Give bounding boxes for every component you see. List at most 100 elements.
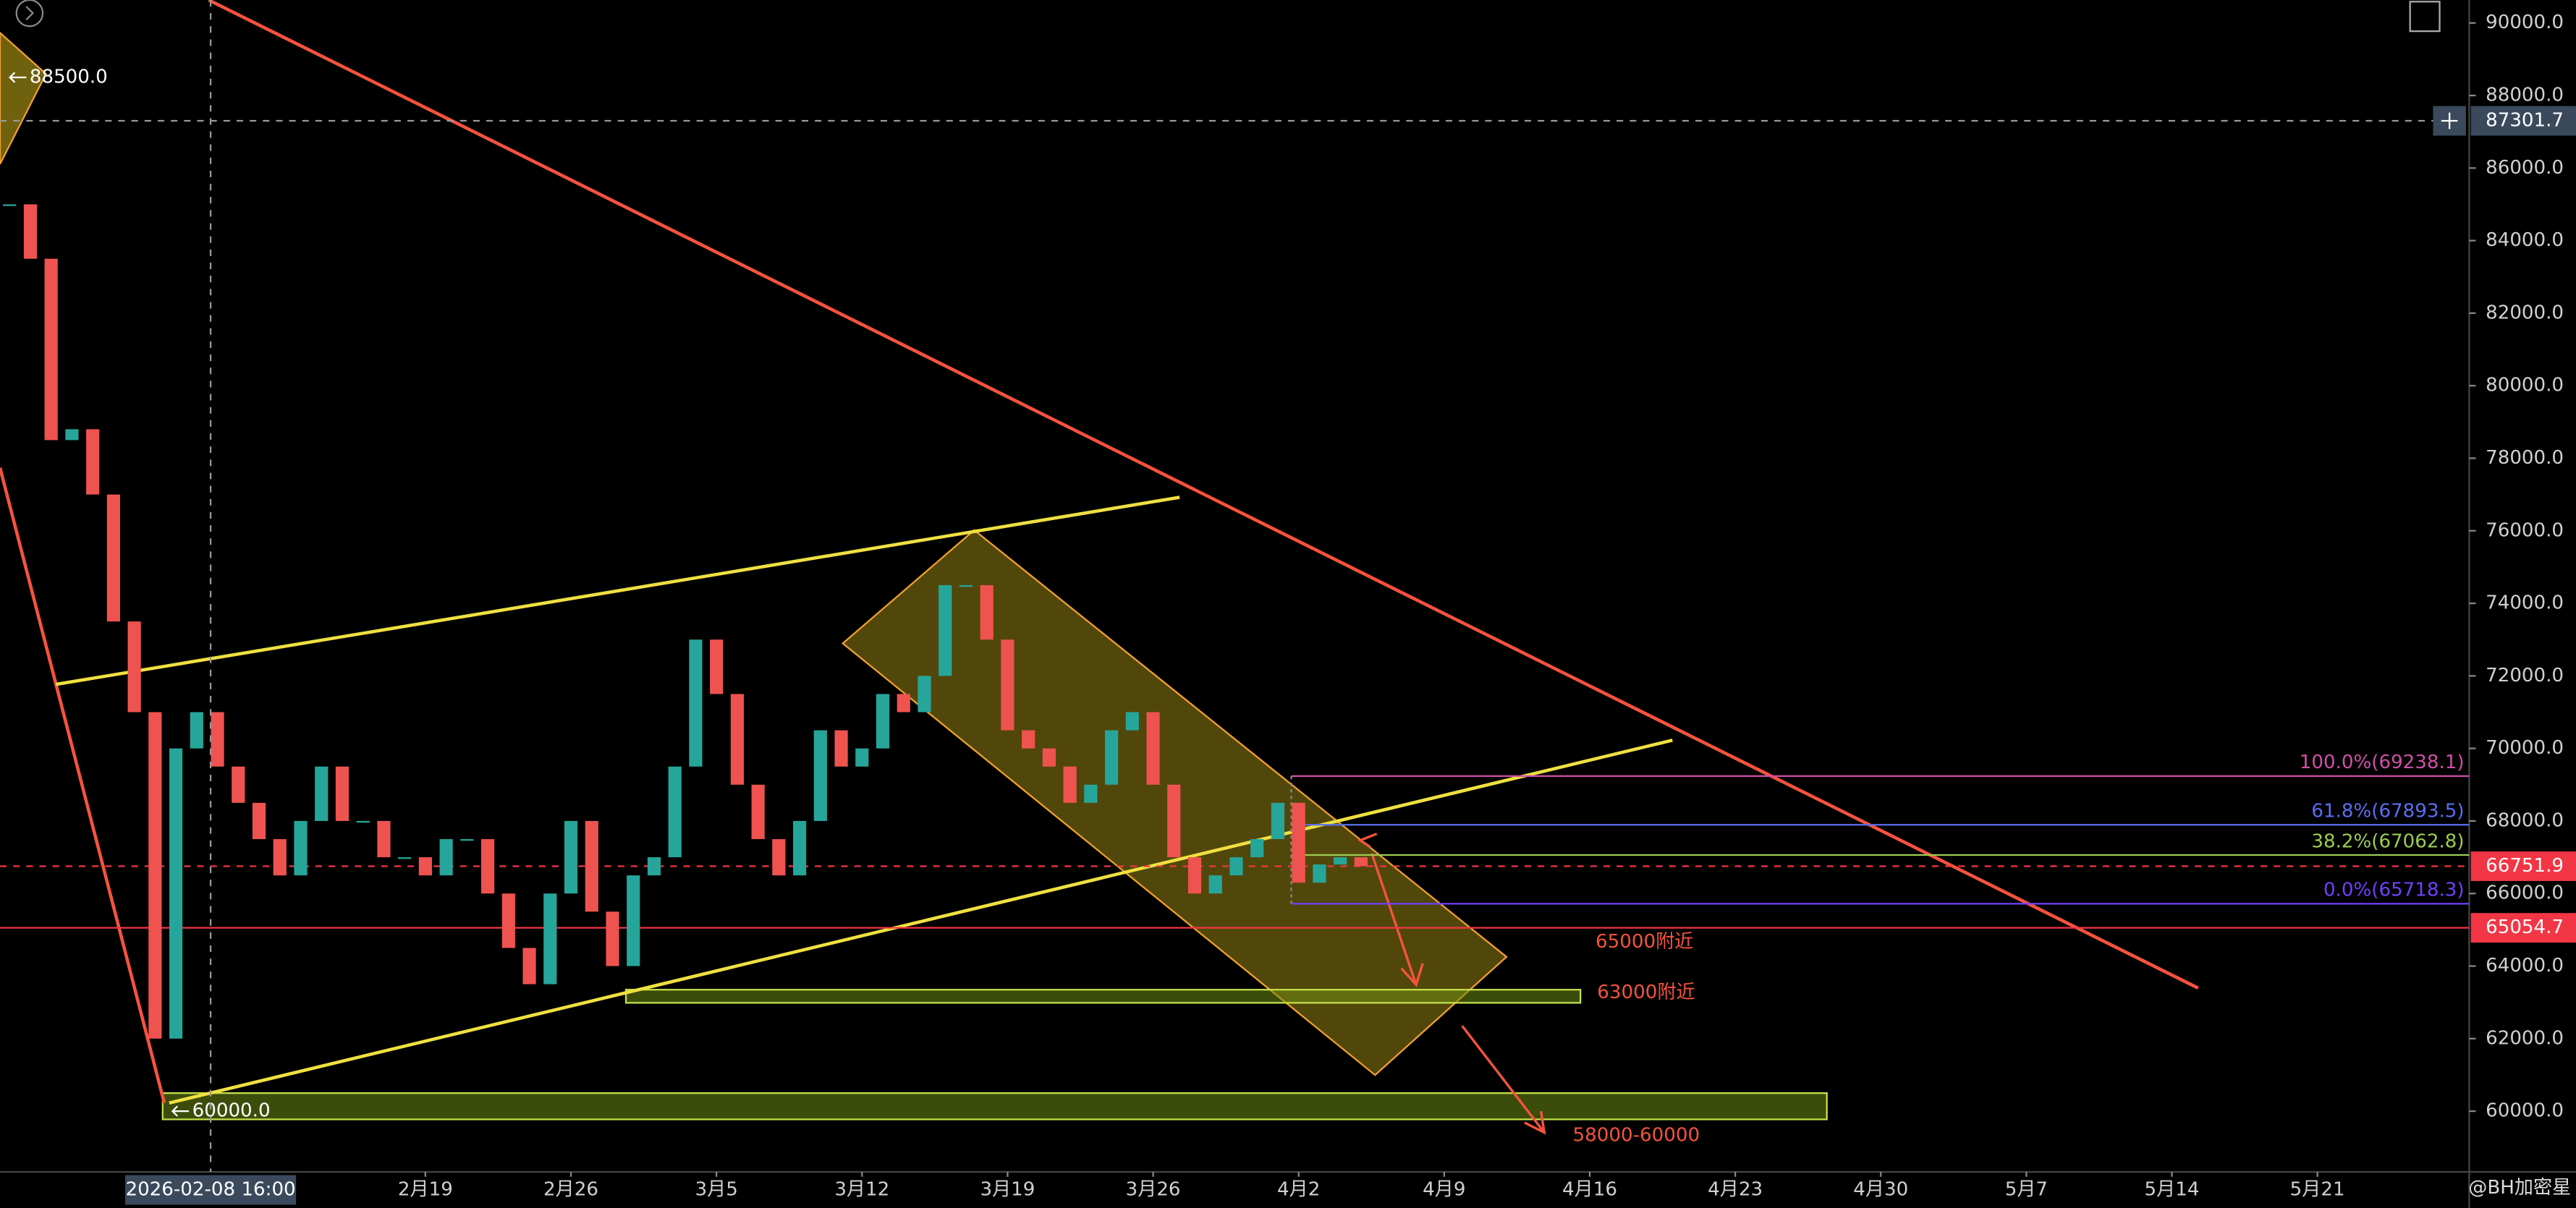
candle [522,948,536,984]
y-tick-label: 84000.0 [2486,229,2564,251]
crosshair-y-tag [2470,106,2576,136]
x-tick-label: 5月7 [2005,1179,2048,1201]
watermark: @BH加密星 [2468,1177,2571,1199]
candle [710,639,724,694]
y-tick-label: 68000.0 [2486,809,2564,831]
price-axis [2469,0,2576,1208]
candle [23,204,38,259]
arrow [1370,853,1424,987]
candle [232,766,245,803]
price-tag-label: 65054.7 [2486,916,2564,938]
crosshair-x-label: 2026-02-08 16:00 [125,1179,295,1201]
candle [1229,857,1243,876]
price-tag-label: 66751.9 [2486,855,2564,877]
y-tick-label: 82000.0 [2486,302,2564,323]
zone-label: 63000附近 [1597,982,1695,1003]
candle [1167,784,1181,858]
candle [1146,712,1160,785]
x-tick-label: 4月16 [1562,1179,1617,1201]
arrow [1357,833,1378,848]
candle [1042,748,1056,767]
candle [918,676,931,713]
marker-label: 60000.0 [192,1100,271,1122]
y-tick-label: 74000.0 [2486,592,2564,614]
zone-box [624,989,1582,1004]
x-tick-label: 3月5 [695,1179,737,1201]
candle [939,585,952,676]
add-icon [2441,112,2458,129]
candle [86,429,100,495]
price-tag [2470,851,2576,881]
marker-arrow [171,1105,190,1117]
x-tick-label: 5月21 [2290,1179,2345,1201]
time-axis [0,1172,2576,1208]
drawing-shape [0,31,47,165]
candle [1187,857,1202,894]
x-tick-label: 2月26 [543,1179,598,1201]
candle [1084,784,1098,803]
candle [1125,712,1139,731]
candle [959,585,973,587]
candle [481,839,495,894]
arrow [1461,1025,1546,1135]
marker-label: 88500.0 [30,66,108,88]
candle [689,639,703,767]
y-tick-label: 72000.0 [2486,665,2564,686]
y-tick-label: 60000.0 [2486,1100,2564,1122]
y-tick-label: 64000.0 [2486,955,2564,977]
candle [668,766,682,858]
candle [418,857,432,876]
candle [627,875,640,966]
candle [439,839,453,876]
crosshair-y-label: 87301.7 [2486,110,2564,132]
y-tick-label: 78000.0 [2486,447,2564,469]
candle [751,784,765,840]
fib-label: 38.2%(67062.8) [2311,830,2464,852]
candle [606,911,619,966]
candle [1001,639,1014,731]
candle [335,766,349,821]
candle [647,857,661,876]
zone-label: 65000附近 [1596,931,1693,953]
candle [127,621,141,713]
candle [813,730,827,821]
candle [1105,730,1119,785]
candle [855,748,869,767]
x-tick-label: 4月30 [1853,1179,1908,1201]
candle [294,820,308,876]
candle [44,258,58,441]
fib-label: 61.8%(67893.5) [2311,801,2464,822]
candle [190,712,203,749]
candle [106,494,120,622]
y-tick-label: 76000.0 [2486,519,2564,541]
fib-label: 100.0%(69238.1) [2300,752,2465,773]
x-tick-label: 3月12 [834,1179,889,1201]
arrows [1357,833,1546,1135]
y-tick-label: 86000.0 [2486,157,2564,179]
trend-line [55,495,1180,686]
screenshot-button[interactable] [2409,1,2441,33]
candle [897,694,910,713]
candle [1250,839,1264,858]
trend-line [0,467,166,1104]
candle [273,839,287,876]
candle [772,839,786,876]
collapse-button[interactable] [15,0,44,27]
candle [980,585,993,640]
trend-line [208,0,2199,990]
x-tick-label: 3月19 [980,1179,1035,1201]
candle [315,766,329,821]
x-tick-label: 3月26 [1126,1179,1181,1201]
candle [377,820,391,858]
y-tick-label: 88000.0 [2486,85,2564,106]
candle [460,839,474,841]
candle [398,857,412,859]
candle [148,712,162,1039]
candle [834,730,848,767]
candle [564,820,578,894]
candle [730,694,744,785]
